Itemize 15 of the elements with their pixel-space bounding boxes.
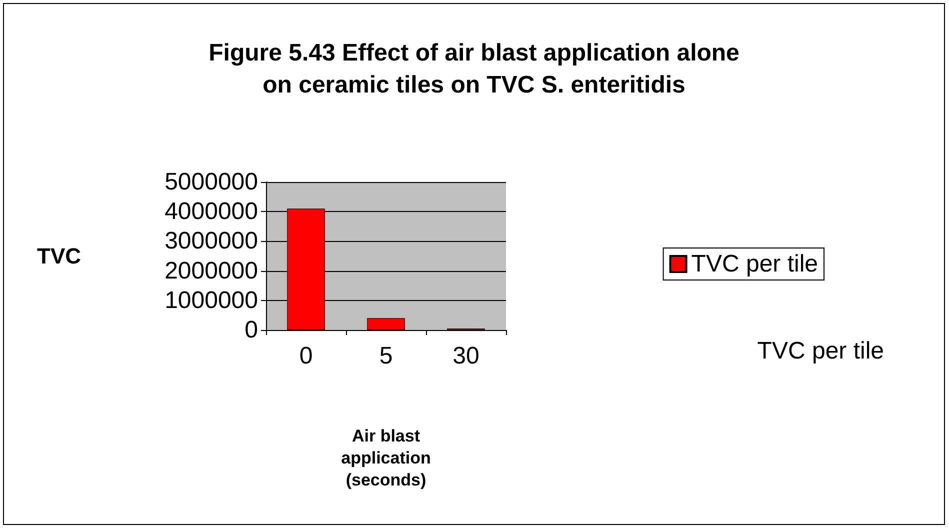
x-tick-label: 0 [299, 342, 313, 370]
y-axis-title: TVC [37, 244, 82, 268]
y-tick-label: 4000000 [164, 198, 258, 226]
x-tick-label: 5 [379, 342, 393, 370]
bar [367, 318, 405, 330]
x-tick-label: 30 [452, 342, 480, 370]
y-tick-label: 1000000 [164, 286, 258, 314]
chart-title: Figure 5.43 Effect of air blast application alone on ceramic tiles on TVC S. enteritidis [208, 40, 740, 98]
text: TVC per tile [757, 338, 884, 364]
legend-label: TVC per tile [691, 250, 818, 278]
y-tick-label: 3000000 [164, 228, 258, 255]
y-tick-label: 5000000 [164, 168, 258, 196]
x-axis-title: Air blast application (seconds) [341, 426, 431, 490]
y-tick-label: 2000000 [164, 257, 258, 284]
y-tick-label: 0 [244, 316, 258, 344]
